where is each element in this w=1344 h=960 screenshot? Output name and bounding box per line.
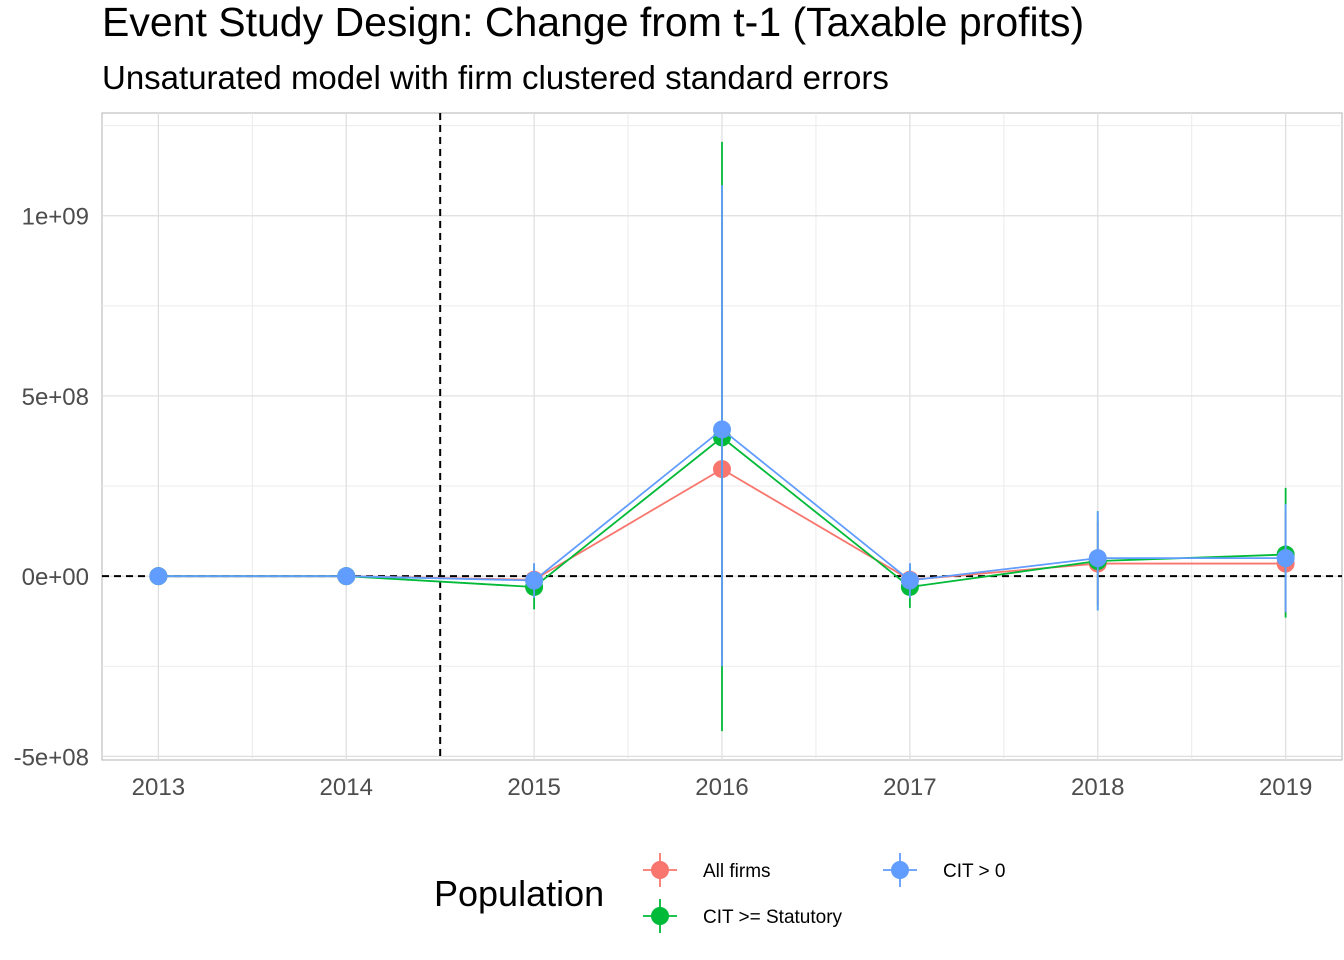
y-axis-ticks: -5e+08 0e+00 5e+08 1e+09 <box>14 204 89 772</box>
data-point <box>337 567 356 586</box>
data-point <box>149 567 168 586</box>
legend-item: CIT > 0 <box>883 853 1005 887</box>
legend-label: CIT >= Statutory <box>703 907 843 928</box>
series-layer <box>149 141 1295 732</box>
data-point <box>900 571 919 590</box>
y-tick-label: 0e+00 <box>22 564 89 591</box>
legend-title: Population <box>434 873 604 914</box>
legend-key-point <box>651 861 669 879</box>
y-tick-label: 5e+08 <box>22 384 89 411</box>
legend-label: All firms <box>703 861 771 882</box>
y-tick-label: -5e+08 <box>14 744 89 771</box>
x-axis-ticks: 2013 2014 2015 2016 2017 2018 2019 <box>132 774 1313 801</box>
series-2 <box>149 185 1295 667</box>
x-tick-label: 2014 <box>320 774 373 801</box>
legend: Population All firms CIT >= Statutory CIT … <box>434 853 1005 933</box>
chart-subtitle: Unsaturated model with firm clustered st… <box>102 59 889 96</box>
y-tick-label: 1e+09 <box>22 204 89 231</box>
x-tick-label: 2013 <box>132 774 185 801</box>
legend-label: CIT > 0 <box>943 861 1005 882</box>
legend-key-point <box>651 907 669 925</box>
legend-item: CIT >= Statutory <box>643 899 843 933</box>
x-tick-label: 2016 <box>695 774 748 801</box>
data-point <box>713 420 731 439</box>
data-point <box>1088 549 1107 568</box>
legend-key-point <box>891 861 909 879</box>
plot-panel <box>101 112 1343 761</box>
x-tick-label: 2015 <box>507 774 560 801</box>
data-point <box>525 571 544 590</box>
legend-items: All firms CIT >= Statutory CIT > 0 <box>643 853 1005 933</box>
chart-title: Event Study Design: Change from t-1 (Tax… <box>102 0 1084 45</box>
x-tick-label: 2018 <box>1071 774 1124 801</box>
x-tick-label: 2017 <box>883 774 936 801</box>
legend-item: All firms <box>643 853 771 887</box>
data-point <box>1276 549 1295 568</box>
x-tick-label: 2019 <box>1259 774 1312 801</box>
